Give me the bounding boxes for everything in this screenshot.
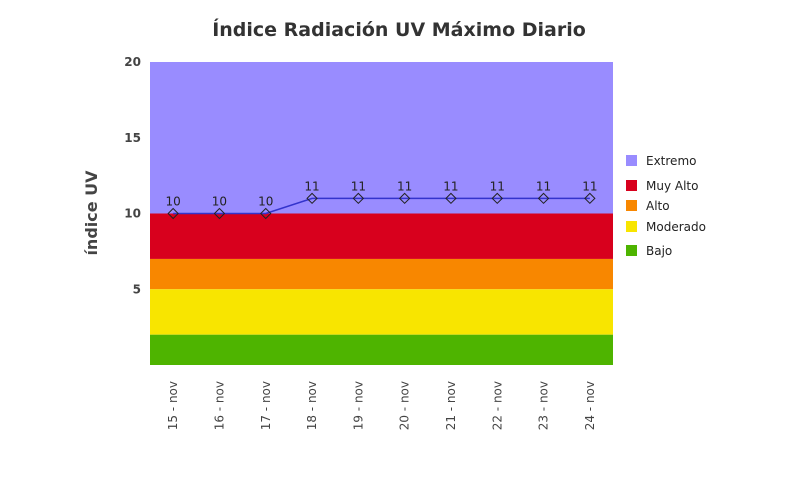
data-point-marker (445, 192, 457, 205)
series-line (173, 197, 590, 215)
legend-swatch (626, 180, 637, 191)
y-tick-label: 15 (124, 131, 141, 145)
y-tick-label: 10 (124, 207, 141, 221)
data-point-marker (537, 192, 550, 205)
legend-label: Bajo (646, 244, 672, 258)
band-extremo (150, 62, 613, 214)
band-muy-alto (150, 213, 613, 259)
legend-swatch (626, 155, 637, 166)
band-bajo (150, 334, 613, 365)
data-label: 11 (536, 179, 551, 193)
data-labels: 10 10 10 11 11 11 11 11 11 11 (166, 179, 598, 208)
x-tick-label: 15 - nov (166, 381, 180, 430)
data-label: 11 (304, 179, 319, 193)
data-label: 11 (443, 179, 458, 193)
legend-swatch (626, 221, 637, 232)
x-tick-label: 19 - nov (351, 381, 365, 430)
x-tick-label: 17 - nov (259, 381, 273, 430)
series-layer (167, 192, 596, 220)
data-label: 11 (351, 179, 366, 193)
legend-label: Moderado (646, 220, 706, 234)
data-point-marker (352, 192, 365, 205)
data-point-marker (306, 192, 318, 205)
legend-swatch (626, 245, 637, 256)
data-label: 10 (212, 195, 227, 209)
legend-label: Extremo (646, 154, 696, 168)
x-tick-label: 22 - nov (490, 381, 504, 430)
x-tick-label: 20 - nov (398, 381, 412, 430)
legend-label: Alto (646, 199, 670, 213)
data-label: 11 (397, 179, 412, 193)
x-tick-label: 16 - nov (212, 381, 226, 430)
data-label: 10 (258, 195, 273, 209)
data-label: 11 (582, 179, 597, 193)
data-point-marker (584, 192, 596, 205)
legend: Extremo Muy Alto Alto Moderado Bajo (626, 154, 706, 258)
y-tick-label: 5 (133, 282, 141, 296)
x-tick-label: 23 - nov (537, 381, 551, 430)
x-tick-label: 21 - nov (444, 381, 458, 430)
data-label: 10 (166, 195, 181, 209)
data-point-marker (213, 207, 226, 220)
data-point-marker (260, 207, 272, 220)
band-alto (150, 258, 613, 290)
data-label: 11 (490, 179, 505, 193)
x-tick-label: 24 - nov (583, 381, 597, 430)
band-moderado (150, 289, 613, 335)
axes: 5 10 15 20 15 - nov 16 - nov 17 - nov 18 - nov 1… (124, 55, 597, 430)
data-point-marker (398, 192, 411, 205)
legend-swatch (626, 200, 637, 211)
data-point-marker (491, 192, 503, 205)
y-tick-label: 20 (124, 55, 141, 69)
x-tick-label: 18 - nov (305, 381, 319, 430)
data-point-marker (167, 207, 179, 220)
legend-label: Muy Alto (646, 179, 698, 193)
chart-title: Índice Radiación UV Máximo Diario (212, 18, 586, 41)
y-axis-title: índice UV (82, 170, 101, 256)
uv-bands (150, 62, 613, 365)
